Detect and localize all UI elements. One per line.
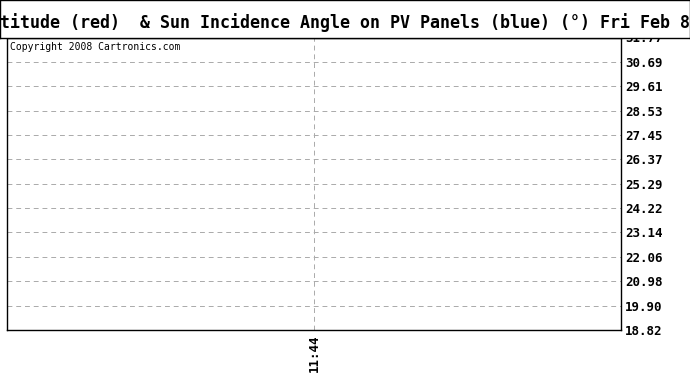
Text: Sun Altitude (red)  & Sun Incidence Angle on PV Panels (blue) (°) Fri Feb 8 11:4: Sun Altitude (red) & Sun Incidence Angle… — [0, 13, 690, 32]
Text: Copyright 2008 Cartronics.com: Copyright 2008 Cartronics.com — [10, 42, 180, 52]
